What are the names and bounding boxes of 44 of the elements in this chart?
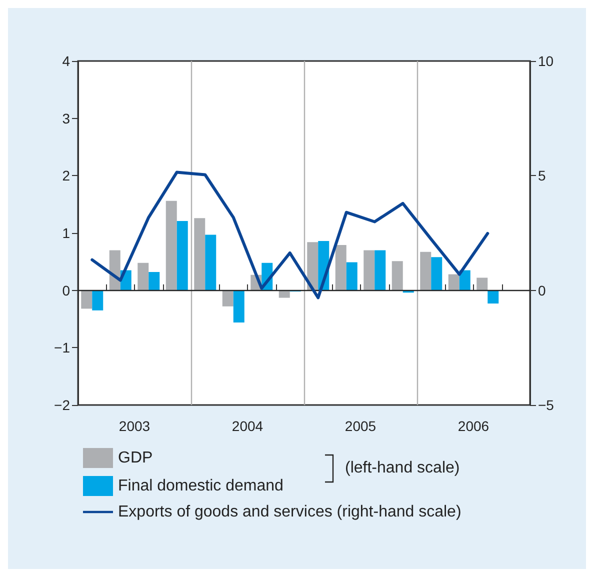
bar <box>148 272 160 290</box>
bar <box>364 250 375 290</box>
legend-label: Final domestic demand <box>118 478 284 494</box>
y2-tick-label: 0 <box>538 282 546 298</box>
text: (left-hand scale) <box>345 460 460 476</box>
bar <box>176 220 188 290</box>
y-tick-label: −1 <box>54 340 70 356</box>
y-tick-label: 2 <box>62 168 70 184</box>
y2-tick-label: 10 <box>538 53 554 69</box>
bar <box>166 200 177 290</box>
y-tick-label: 1 <box>62 225 70 241</box>
bar <box>222 290 234 306</box>
legend-label: Exports of goods and services (right-hand scale) <box>118 504 462 520</box>
bar <box>194 218 206 290</box>
x-tick-label: 2004 <box>232 418 264 434</box>
y-tick-label: 0 <box>62 282 70 298</box>
y2-tick-label: 5 <box>538 168 546 184</box>
bar <box>205 234 216 290</box>
bar <box>346 262 358 290</box>
bar <box>459 270 470 290</box>
y2-tick-label: −5 <box>538 397 554 413</box>
bar <box>335 245 346 290</box>
y-tick-label: 4 <box>62 53 70 69</box>
y-tick-label: −2 <box>54 397 70 413</box>
bar <box>420 252 432 290</box>
bar <box>92 290 104 310</box>
legend-label: GDP <box>118 450 153 466</box>
bar <box>374 250 386 290</box>
y-tick-label: 3 <box>62 110 70 126</box>
x-tick-label: 2003 <box>118 418 150 434</box>
bar <box>488 290 499 304</box>
bar <box>233 290 244 322</box>
bar <box>81 290 92 309</box>
bar <box>109 250 120 290</box>
bar <box>448 274 460 290</box>
bar <box>307 242 318 290</box>
bar <box>392 261 403 290</box>
x-tick-label: 2006 <box>458 418 490 434</box>
x-tick-label: 2005 <box>344 418 376 434</box>
bar <box>476 278 488 290</box>
bar <box>278 290 290 298</box>
bar <box>431 257 442 290</box>
line-series <box>90 170 490 300</box>
bar <box>138 262 149 290</box>
